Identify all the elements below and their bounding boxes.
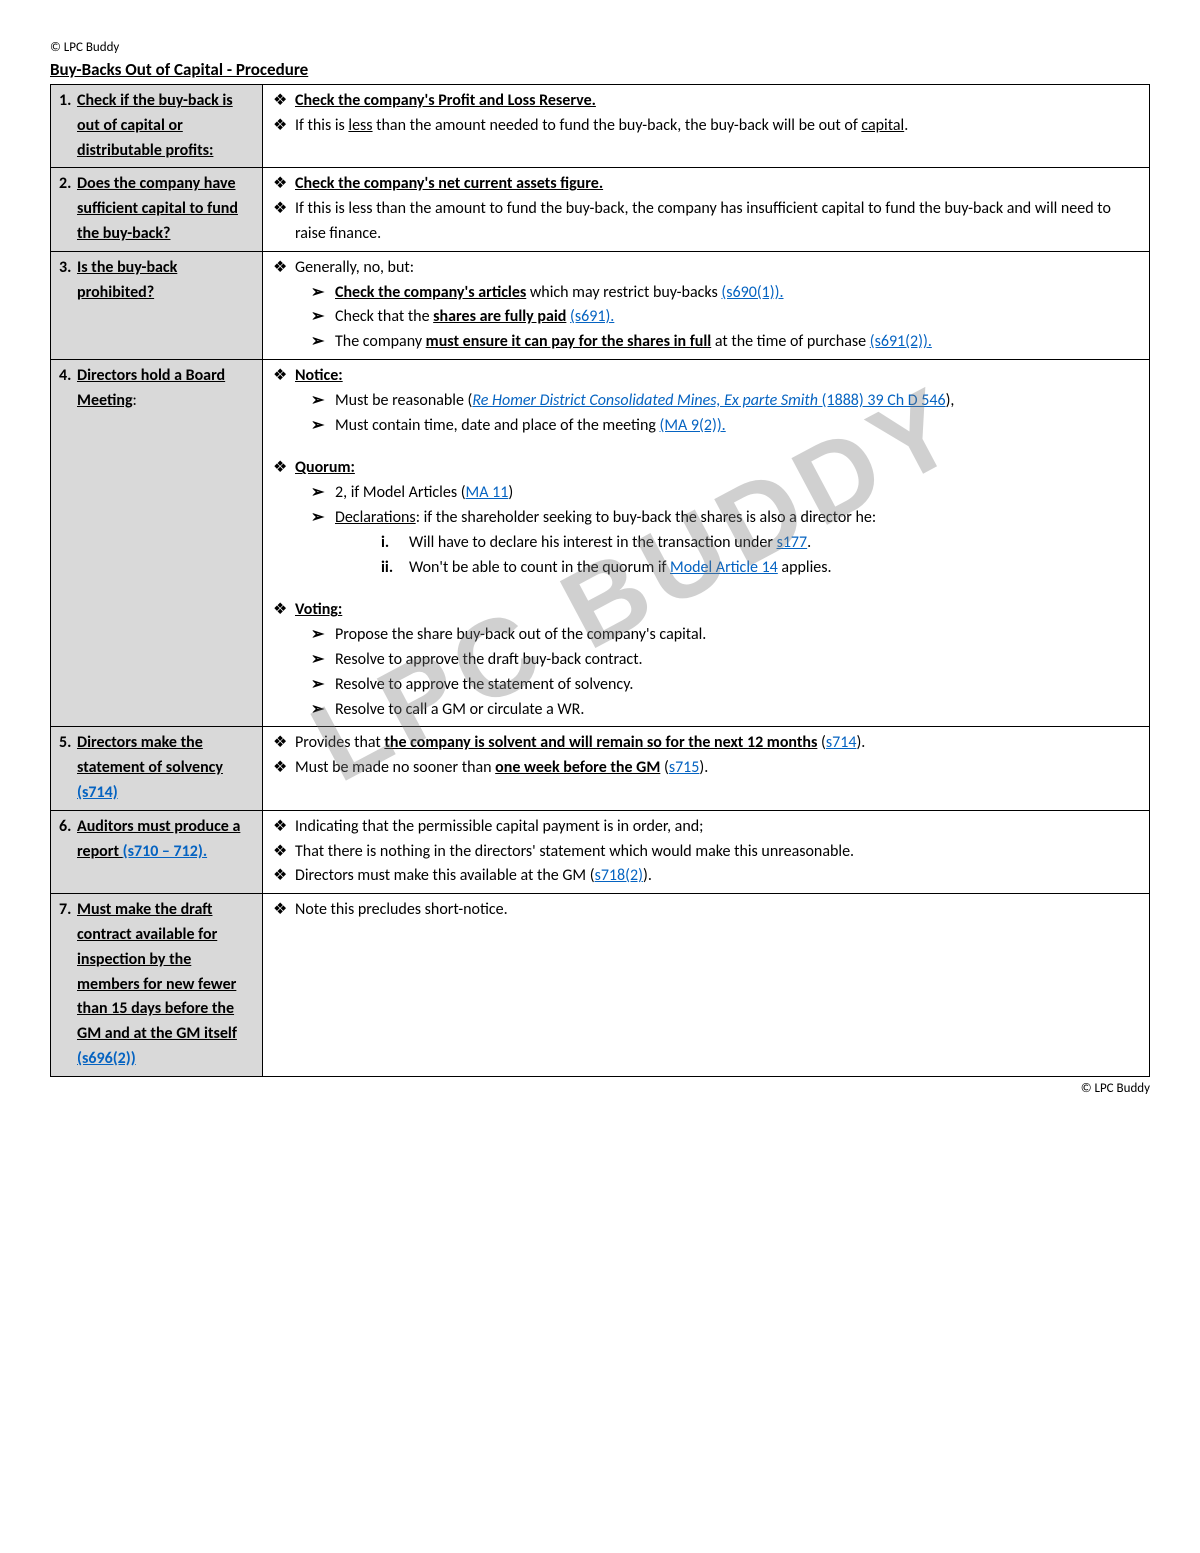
step-number: 2.: [59, 172, 77, 246]
content-text: (: [660, 758, 668, 777]
content-text: (: [817, 733, 825, 752]
content-text: Note this precludes short-notice.: [295, 898, 1141, 923]
content-text: ).: [643, 866, 652, 885]
content-text: ).: [699, 758, 708, 777]
statute-link[interactable]: (s690(1)).: [721, 283, 783, 302]
content-text: the company is solvent and will remain s…: [384, 733, 817, 752]
statute-link[interactable]: (s710 – 712).: [123, 842, 207, 861]
step-title: Directors hold a Board Meeting: [77, 366, 225, 410]
step-number: 5.: [59, 731, 77, 805]
content-text: Resolve to approve the draft buy-back co…: [335, 648, 1141, 673]
content-text: Generally, no, but:: [295, 256, 1141, 281]
content-text: .: [904, 116, 908, 135]
content-text: If this is: [295, 116, 348, 135]
content-text: Will have to declare his interest in the…: [409, 533, 777, 552]
case-link[interactable]: (1888) 39 Ch D 546: [818, 391, 946, 410]
content-text: : if the shareholder seeking to buy-back…: [416, 508, 876, 527]
step-number: 1.: [59, 89, 77, 163]
content-text: ): [508, 483, 513, 502]
copyright-bottom: © LPC Buddy: [50, 1081, 1150, 1096]
content-text: applies.: [778, 558, 832, 577]
copyright-top: © LPC Buddy: [50, 40, 1150, 55]
step-title: Does the company have sufficient capital…: [77, 174, 238, 243]
statute-link[interactable]: s177: [777, 533, 808, 552]
section-heading: Quorum:: [295, 458, 355, 477]
content-text: Must contain time, date and place of the…: [335, 416, 660, 435]
table-row: 3. Is the buy-back prohibited? Generally…: [51, 251, 1150, 359]
statute-link[interactable]: s714: [826, 733, 857, 752]
statute-link[interactable]: (s696(2)): [77, 1049, 136, 1068]
section-heading: Notice:: [295, 366, 343, 385]
statute-link[interactable]: Model Article 14: [670, 558, 778, 577]
content-text: Must be made no sooner than: [295, 758, 495, 777]
content-text: capital: [861, 116, 904, 135]
content-text: Resolve to approve the statement of solv…: [335, 673, 1141, 698]
content-text: Propose the share buy-back out of the co…: [335, 623, 1141, 648]
table-row: 4. Directors hold a Board Meeting: Notic…: [51, 359, 1150, 726]
content-text: than the amount needed to fund the buy-b…: [373, 116, 862, 135]
content-text: Won't be able to count in the quorum if: [409, 558, 670, 577]
statute-link[interactable]: MA 11: [466, 483, 509, 502]
statute-link[interactable]: (s714): [77, 783, 118, 802]
content-text: Check the company's net current assets f…: [295, 174, 603, 193]
table-row: 1. Check if the buy-back is out of capit…: [51, 85, 1150, 168]
doc-title: Buy-Backs Out of Capital - Procedure: [50, 59, 1150, 80]
table-row: 2. Does the company have sufficient capi…: [51, 168, 1150, 251]
content-text: which may restrict buy-backs: [526, 283, 721, 302]
section-heading: Voting:: [295, 600, 342, 619]
content-text: Directors must make this available at th…: [295, 866, 595, 885]
content-text: Provides that: [295, 733, 384, 752]
content-text: Indicating that the permissible capital …: [295, 815, 1141, 840]
content-text: shares are fully paid: [433, 307, 566, 326]
procedure-table: 1. Check if the buy-back is out of capit…: [50, 84, 1150, 1077]
step-number: 6.: [59, 815, 77, 865]
content-text: Resolve to call a GM or circulate a WR.: [335, 698, 1141, 723]
content-text: Check the company's Profit and Loss Rese…: [295, 91, 596, 110]
statute-link[interactable]: (s691).: [570, 307, 614, 326]
table-row: 5. Directors make the statement of solve…: [51, 727, 1150, 810]
content-text: must ensure it can pay for the shares in…: [426, 332, 712, 351]
roman-numeral: i.: [381, 531, 409, 556]
step-number: 3.: [59, 256, 77, 306]
step-title: Must make the draft contract available f…: [77, 900, 237, 1043]
case-link[interactable]: Re Homer District Consolidated Mines, Ex…: [472, 391, 818, 410]
statute-link[interactable]: s715: [669, 758, 700, 777]
content-text: Must be reasonable (: [335, 391, 472, 410]
table-row: 6. Auditors must produce a report (s710 …: [51, 810, 1150, 893]
content-text: ),: [946, 391, 955, 410]
step-number: 7.: [59, 898, 77, 1072]
step-title: Is the buy-back prohibited?: [77, 258, 177, 302]
table-row: 7. Must make the draft contract availabl…: [51, 894, 1150, 1077]
statute-link[interactable]: s718(2): [595, 866, 643, 885]
content-text: ).: [856, 733, 865, 752]
content-text: less: [348, 116, 372, 135]
content-text: The company: [335, 332, 426, 351]
content-text: Check the company's articles: [335, 283, 526, 302]
content-text: If this is less than the amount to fund …: [295, 197, 1141, 247]
content-text: .: [807, 533, 811, 552]
content-text: That there is nothing in the directors' …: [295, 840, 1141, 865]
content-text: Declarations: [335, 508, 416, 527]
statute-link[interactable]: (MA 9(2)).: [660, 416, 726, 435]
content-text: Check that the: [335, 307, 433, 326]
step-title: Check if the buy-back is out of capital …: [77, 91, 233, 160]
content-text: 2, if Model Articles (: [335, 483, 466, 502]
roman-numeral: ii.: [381, 556, 409, 581]
statute-link[interactable]: (s691(2)).: [870, 332, 932, 351]
content-text: one week before the GM: [495, 758, 660, 777]
step-title: Directors make the statement of solvency: [77, 733, 223, 777]
content-text: at the time of purchase: [711, 332, 870, 351]
step-number: 4.: [59, 364, 77, 414]
